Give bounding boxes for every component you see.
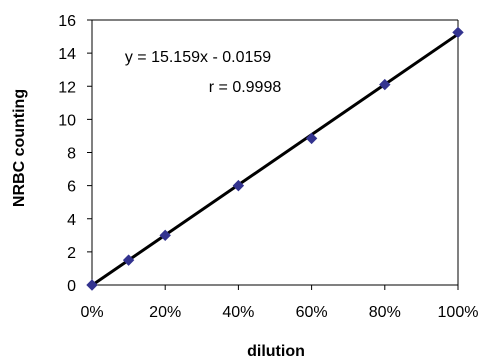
y-tick-label: 12 <box>58 79 76 96</box>
data-point-diamond <box>232 179 245 192</box>
y-tick-label: 8 <box>67 146 76 163</box>
y-tick-label: 2 <box>67 245 76 262</box>
y-tick-label: 4 <box>67 212 76 229</box>
trendline <box>91 32 459 287</box>
y-axis-title: NRBC counting <box>11 89 28 207</box>
x-tick-label: 80% <box>369 304 401 321</box>
data-point-diamond <box>86 279 98 291</box>
data-point-diamond <box>305 132 318 145</box>
r-value-annotation: r = 0.9998 <box>209 79 282 96</box>
trendline-group <box>91 32 459 287</box>
y-tick-label: 14 <box>58 46 76 63</box>
data-point-diamond <box>452 26 464 39</box>
equation-annotation: y = 15.159x - 0.0159 <box>125 49 271 66</box>
x-tick-label: 40% <box>222 304 254 321</box>
data-point-diamond <box>159 229 171 242</box>
x-tick-label: 100% <box>438 304 479 321</box>
x-tick-label: 20% <box>149 304 181 321</box>
y-tick-label: 16 <box>58 13 76 30</box>
x-axis-title: dilution <box>247 343 305 360</box>
data-point-diamond <box>379 78 391 91</box>
y-tick-label: 6 <box>67 179 76 196</box>
data-points <box>86 26 464 291</box>
x-tick-label: 60% <box>296 304 328 321</box>
y-tick-label: 10 <box>58 112 76 129</box>
data-point-diamond <box>122 254 135 266</box>
axis-ticks: 0 2 4 6 8 10 12 14 16 0% 20% 40% 60% 80% 100% <box>58 13 478 321</box>
x-tick-label: 0% <box>80 304 103 321</box>
y-tick-label: 0 <box>67 278 76 295</box>
